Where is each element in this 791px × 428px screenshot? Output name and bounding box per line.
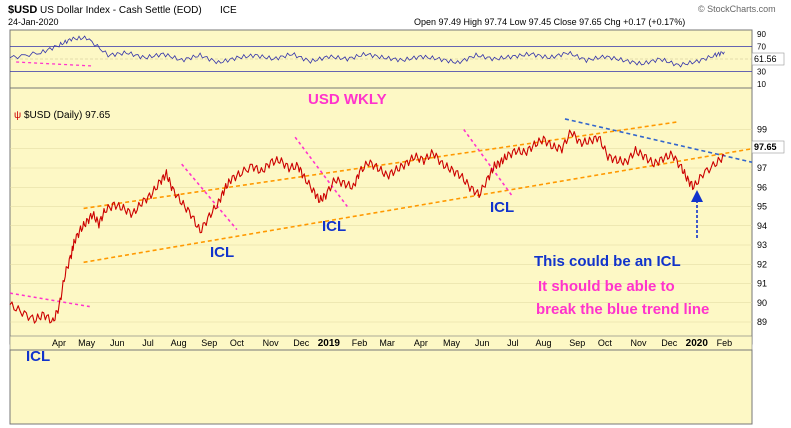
channel-upper-line: [83, 121, 679, 210]
x-tick-label: Nov: [263, 338, 280, 348]
main-icon: ψ: [14, 110, 21, 121]
x-tick-label: Dec: [661, 338, 678, 348]
main-chart-label: $USD (Daily) 97.65: [24, 110, 111, 121]
y-tick-label: 90: [757, 298, 767, 308]
date-label: 24-Jan-2020: [8, 17, 59, 27]
price-grid: 8990919293949596979899: [10, 125, 767, 327]
y-tick-label: 97: [757, 163, 767, 173]
x-tick-label: Apr: [414, 338, 428, 348]
y-tick-label: 95: [757, 202, 767, 212]
y-tick-label: 92: [757, 259, 767, 269]
rsi-cycle-marker: [16, 61, 93, 67]
icl-annotation-3: ICL: [490, 199, 514, 216]
icl-annotation-4: ICL: [26, 348, 50, 365]
source-label: © StockCharts.com: [698, 4, 776, 14]
blue-trend-line: [564, 118, 753, 164]
cycle-marker-1: [9, 292, 90, 308]
symbol-label: $USD: [8, 4, 37, 16]
last-price-value: 97.65: [754, 142, 777, 152]
rsi-last-value: 61.56: [754, 54, 777, 64]
rsi-last-box: [751, 52, 785, 66]
cycle-marker-2: [181, 163, 238, 231]
rsi-tick-label: 90: [757, 30, 766, 39]
overlay-lines: [9, 61, 753, 308]
annotation-arrow-head: [691, 190, 703, 202]
x-tick-label: Feb: [352, 338, 368, 348]
x-tick-label: Nov: [631, 338, 648, 348]
x-tick-label: May: [78, 338, 96, 348]
x-tick-label: Apr: [52, 338, 66, 348]
cycle-marker-3: [294, 136, 348, 207]
y-tick-label: 96: [757, 182, 767, 192]
description-label: US Dollar Index - Cash Settle (EOD): [40, 5, 202, 16]
usd-wkly-annotation: USD WKLY: [308, 91, 387, 108]
price-panel: [9, 87, 753, 345]
x-tick-label: Jun: [475, 338, 490, 348]
x-tick-label: Aug: [171, 338, 187, 348]
x-tick-label: Dec: [293, 338, 310, 348]
icl-annotation-1: ICL: [210, 244, 234, 261]
y-tick-label: 89: [757, 317, 767, 327]
cycle-marker-4: [463, 129, 514, 198]
x-tick-label: 2019: [318, 338, 341, 349]
x-tick-label: Jul: [507, 338, 519, 348]
x-tick-label: Jul: [142, 338, 154, 348]
lower-panel: [9, 349, 753, 425]
price-series-line: [9, 129, 725, 324]
x-tick-label: Sep: [201, 338, 217, 348]
y-tick-label: 99: [757, 125, 767, 135]
exchange-label: ICE: [220, 5, 237, 16]
x-tick-label: Feb: [717, 338, 733, 348]
icl-note-line-3: break the blue trend line: [536, 301, 709, 318]
rsi-tick-label: 70: [757, 43, 766, 52]
y-tick-label: 94: [757, 221, 767, 231]
icl-annotation-2: ICL: [322, 218, 346, 235]
y-tick-label: 91: [757, 279, 767, 289]
x-tick-label: Jun: [110, 338, 125, 348]
rsi-grid: 9070503010: [10, 30, 766, 89]
last-price-box: [751, 140, 785, 154]
ohlc-label: Open 97.49 High 97.74 Low 97.45 Close 97…: [414, 17, 685, 27]
rsi-tick-label: 10: [757, 80, 766, 89]
x-tick-label: Sep: [569, 338, 585, 348]
x-tick-label: Oct: [598, 338, 613, 348]
y-tick-label: 93: [757, 240, 767, 250]
rsi-tick-label: 30: [757, 68, 766, 77]
x-tick-label: Oct: [230, 338, 245, 348]
channel-lower-line: [83, 147, 753, 264]
icl-note-line-2: It should be able to: [538, 278, 675, 295]
x-axis: Apr May Jun Jul Aug Sep Oct Nov Dec 2019 Feb Mar Apr…: [9, 335, 753, 351]
x-tick-label: Aug: [535, 338, 551, 348]
icl-note-line-1: This could be an ICL: [534, 253, 681, 270]
x-tick-label: Mar: [379, 338, 395, 348]
x-tick-label: 2020: [686, 338, 709, 349]
rsi-line: [9, 35, 725, 68]
x-tick-label: May: [443, 338, 461, 348]
